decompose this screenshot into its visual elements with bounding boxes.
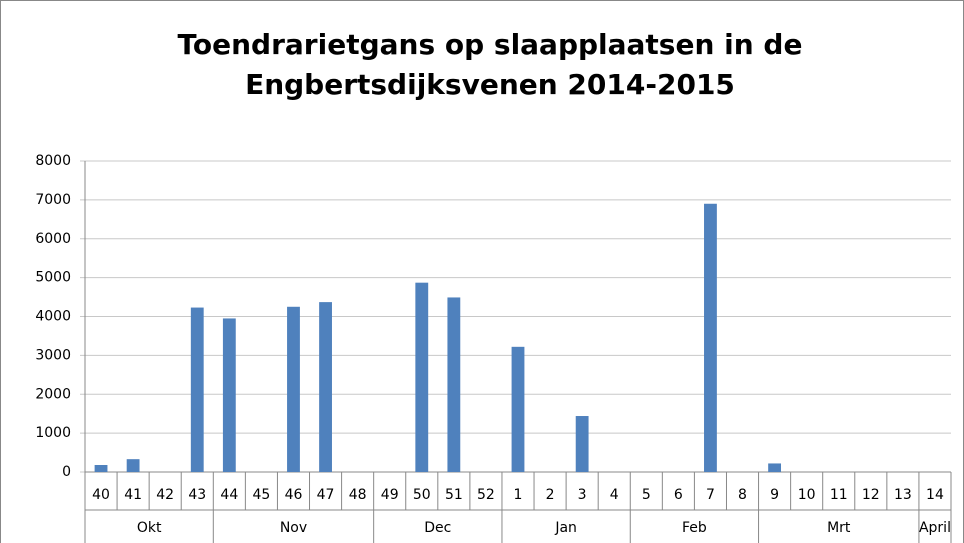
x-tick-label: 6 — [674, 487, 683, 503]
x-tick-label: 11 — [830, 487, 848, 503]
x-tick-label: 49 — [381, 487, 399, 503]
bar — [575, 416, 589, 472]
x-tick-label: 46 — [285, 487, 303, 503]
x-tick-label: 44 — [220, 487, 238, 503]
y-tick-label: 4000 — [35, 309, 71, 325]
x-tick-label: 8 — [738, 487, 747, 503]
bar — [704, 203, 717, 472]
y-tick-label: 2000 — [35, 386, 71, 402]
x-tick-label: 5 — [642, 487, 651, 503]
x-tick-label: 40 — [92, 487, 110, 503]
y-tick-label: 8000 — [35, 153, 71, 169]
group-label: Okt — [137, 520, 162, 536]
x-tick-label: 43 — [188, 487, 206, 503]
chart-title: Engbertsdijksvenen 2014-2015 — [245, 68, 735, 101]
bar — [511, 346, 525, 472]
x-tick-label: 12 — [862, 487, 880, 503]
x-tick-label: 42 — [156, 487, 174, 503]
x-tick-label: 14 — [926, 487, 944, 503]
x-tick-label: 52 — [477, 487, 495, 503]
bar — [415, 282, 429, 472]
y-tick-label: 3000 — [35, 347, 71, 363]
x-tick-label: 50 — [413, 487, 431, 503]
x-tick-label: 48 — [349, 487, 367, 503]
y-tick-label: 1000 — [35, 425, 71, 441]
group-label: Mrt — [827, 520, 851, 536]
chart-title: Toendrarietgans op slaapplaatsen in de — [178, 28, 803, 61]
x-tick-label: 10 — [798, 487, 816, 503]
group-label: Dec — [424, 520, 451, 536]
y-tick-label: 5000 — [35, 270, 71, 286]
x-tick-label: 1 — [514, 487, 523, 503]
bar — [287, 306, 300, 472]
x-tick-label: 47 — [317, 487, 335, 503]
group-label: Jan — [554, 520, 577, 536]
x-tick-label: 13 — [894, 487, 912, 503]
x-tick-label: 45 — [252, 487, 270, 503]
bar — [126, 459, 140, 472]
x-tick-label: 4 — [610, 487, 619, 503]
x-tick-label: 2 — [546, 487, 555, 503]
bar — [190, 307, 204, 472]
group-label: Feb — [682, 520, 707, 536]
group-label: April — [919, 520, 951, 536]
bar — [222, 318, 236, 472]
bar — [319, 302, 332, 472]
x-tick-label: 41 — [124, 487, 142, 503]
bar — [768, 463, 782, 472]
group-label: Nov — [280, 520, 307, 536]
x-tick-label: 3 — [578, 487, 587, 503]
y-tick-label: 0 — [62, 464, 71, 480]
x-tick-label: 7 — [706, 487, 715, 503]
bar — [94, 465, 108, 472]
x-tick-label: 51 — [445, 487, 463, 503]
y-tick-label: 7000 — [35, 192, 71, 208]
x-tick-label: 9 — [770, 487, 779, 503]
y-tick-label: 6000 — [35, 231, 71, 247]
bar — [447, 297, 461, 472]
